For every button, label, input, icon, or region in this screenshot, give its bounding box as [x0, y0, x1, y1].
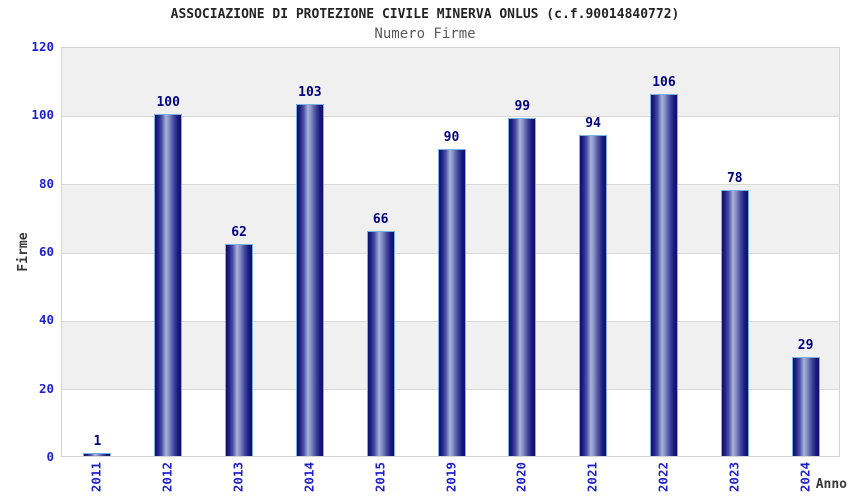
x-tick-2012: 2012 [159, 462, 175, 493]
x-axis-title: Anno [815, 477, 847, 492]
bar-2013 [225, 244, 254, 456]
bar-value-2019: 90 [443, 129, 460, 145]
bar-value-2023: 78 [726, 170, 743, 186]
bar-2015 [366, 230, 395, 456]
bar-2021 [579, 134, 608, 456]
y-tick-40: 40 [38, 312, 54, 328]
x-tick-2011: 2011 [88, 462, 104, 493]
plot-area: 1 100 62 103 66 90 99 94 106 78 29 [61, 47, 840, 457]
y-tick-120: 120 [31, 39, 54, 54]
bar-value-2022: 106 [652, 74, 676, 90]
y-tick-80: 80 [38, 175, 54, 191]
y-tick-0: 0 [46, 449, 54, 464]
x-tick-2023: 2023 [726, 462, 742, 493]
x-tick-2020: 2020 [513, 462, 529, 493]
bar-2020 [508, 117, 537, 456]
bar-2014 [295, 104, 324, 456]
y-tick-100: 100 [31, 107, 54, 123]
bar-value-2014: 103 [298, 85, 322, 101]
bar-2012 [154, 114, 183, 456]
bar-value-2011: 1 [93, 433, 102, 449]
bar-value-2012: 100 [156, 95, 180, 111]
x-tick-2022: 2022 [655, 462, 671, 493]
bar-value-2024: 29 [797, 337, 814, 353]
y-tick-60: 60 [38, 244, 54, 259]
bar-2019 [437, 148, 466, 456]
bar-value-2013: 62 [231, 225, 247, 241]
x-tick-2024: 2024 [797, 462, 813, 493]
bar-value-2020: 99 [514, 98, 531, 114]
bar-2023 [720, 189, 749, 456]
gridline-100 [62, 115, 839, 117]
x-tick-2021: 2021 [584, 462, 600, 493]
bar-2024 [791, 356, 820, 456]
chart-title: ASSOCIAZIONE DI PROTEZIONE CIVILE MINERV… [170, 7, 680, 22]
bar-value-2015: 66 [372, 211, 389, 227]
x-tick-2014: 2014 [301, 462, 317, 493]
bar-value-2021: 94 [585, 115, 601, 131]
x-tick-2019: 2019 [443, 462, 458, 493]
chart-subtitle: Numero Firme [374, 26, 476, 42]
y-tick-20: 20 [38, 380, 54, 396]
x-tick-2013: 2013 [230, 462, 246, 493]
x-tick-2015: 2015 [372, 462, 388, 493]
bar-2011 [83, 452, 112, 456]
bar-2022 [649, 93, 678, 456]
